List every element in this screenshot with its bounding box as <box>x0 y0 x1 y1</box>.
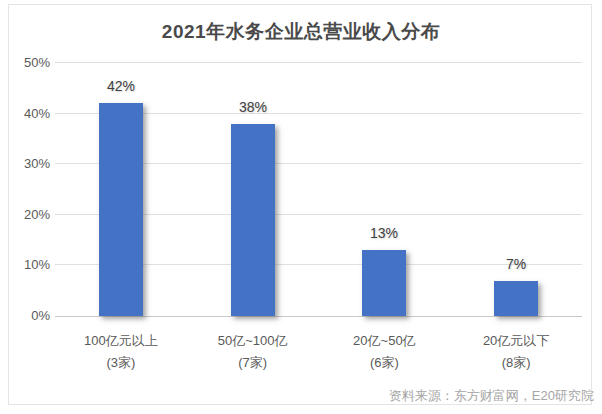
data-label-38%: 38% <box>213 99 293 115</box>
y-tick-label-30: 30% <box>8 156 50 171</box>
source-note: 资料来源：东方财富网，E20研究院 <box>389 387 594 405</box>
bar-50亿~100亿 <box>231 124 275 316</box>
gridline-50% <box>55 62 582 63</box>
y-tick-label-10: 10% <box>8 257 50 272</box>
chart-title: 2021年水务企业总营业收入分布 <box>0 19 602 45</box>
x-axis-labels: 100亿元以上(3家)50亿~100亿(7家)20亿~50亿(6家)20亿元以下… <box>55 330 582 374</box>
category-name: 50亿~100亿 <box>187 330 319 352</box>
x-category-label-4: 20亿元以下(8家) <box>450 330 582 374</box>
category-count: (7家) <box>187 352 319 374</box>
data-label-42%: 42% <box>81 78 161 94</box>
y-tick-label-50: 50% <box>8 55 50 70</box>
data-label-7%: 7% <box>476 256 556 272</box>
x-category-label-3: 20亿~50亿(6家) <box>319 330 451 374</box>
category-count: (6家) <box>319 352 451 374</box>
y-tick-label-40: 40% <box>8 106 50 121</box>
category-count: (8家) <box>450 352 582 374</box>
bar-20亿~50亿 <box>362 250 406 316</box>
category-name: 100亿元以上 <box>55 330 187 352</box>
y-tick-label-0: 0% <box>8 308 50 323</box>
bar-20亿元以下 <box>494 281 538 316</box>
x-category-label-1: 100亿元以上(3家) <box>55 330 187 374</box>
y-tick-label-20: 20% <box>8 207 50 222</box>
category-name: 20亿~50亿 <box>319 330 451 352</box>
category-count: (3家) <box>55 352 187 374</box>
category-name: 20亿元以下 <box>450 330 582 352</box>
plot-area: 42% 38% 13% 7% <box>55 63 582 316</box>
data-label-13%: 13% <box>344 225 424 241</box>
x-category-label-2: 50亿~100亿(7家) <box>187 330 319 374</box>
chart-canvas: 2021年水务企业总营业收入分布 42% 38% 13% 7% 0% 10% 20% 30%… <box>0 0 602 414</box>
x-axis-line <box>55 316 582 317</box>
bar-100亿元以上 <box>99 103 143 316</box>
